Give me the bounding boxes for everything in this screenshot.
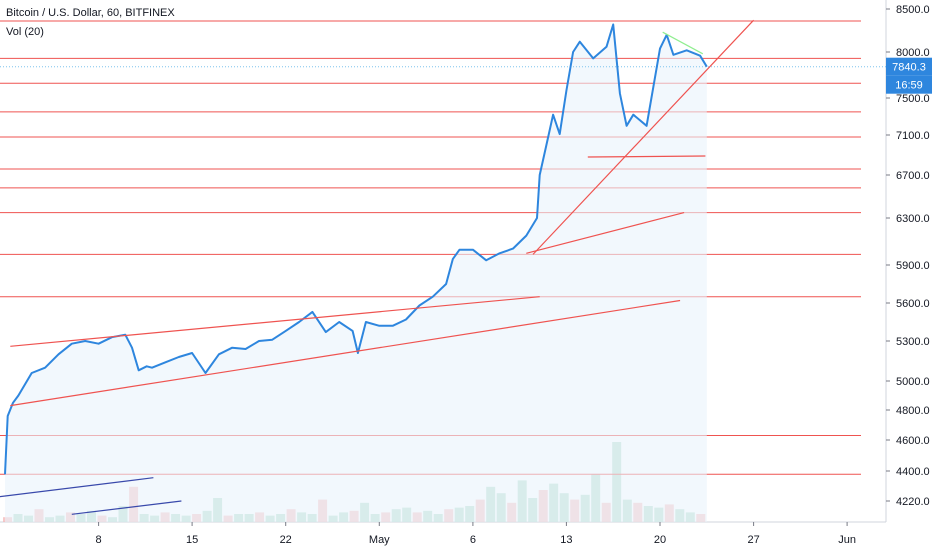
price-tick-label: 4800.0	[896, 405, 930, 417]
volume-indicator-label[interactable]: Vol (20)	[6, 26, 44, 38]
price-tick-label: 4220.0	[896, 496, 930, 508]
price-area-fill	[5, 24, 707, 522]
time-tick-label: 6	[470, 534, 476, 546]
price-tick-label: 4400.0	[896, 466, 930, 478]
time-tick-label: Jun	[838, 534, 856, 546]
countdown-label: 16:59	[895, 80, 923, 92]
trendlines	[0, 19, 755, 515]
trendline	[662, 31, 704, 55]
time-tick-label: 27	[747, 534, 759, 546]
time-tick-label: 15	[186, 534, 198, 546]
price-tick-label: 6300.0	[896, 213, 930, 225]
current-price-badge	[886, 57, 932, 76]
trendline	[71, 500, 182, 515]
price-tick-label: 8000.0	[896, 47, 930, 59]
current-price-label: 7840.3	[892, 62, 926, 74]
time-tick-label: 22	[280, 534, 292, 546]
price-tick-label: 5900.0	[896, 260, 930, 272]
trendline	[526, 212, 685, 254]
chart-legend: Bitcoin / U.S. Dollar, 60, BITFINEX Vol …	[6, 4, 175, 42]
trendline	[532, 19, 755, 255]
time-axis: 8 15 22 May 6 13 20 27 Jun	[96, 522, 856, 546]
trendline	[10, 296, 540, 347]
price-tick-label: 6700.0	[896, 170, 930, 182]
time-tick-label: 13	[560, 534, 572, 546]
price-line	[4, 23, 708, 475]
price-tick-label: 5600.0	[896, 298, 930, 310]
price-tick-label: 7100.0	[896, 130, 930, 142]
trendline	[0, 477, 154, 498]
price-tick-label: 5300.0	[896, 336, 930, 348]
time-tick-label: 20	[654, 534, 666, 546]
countdown-badge	[886, 75, 932, 94]
trendline	[587, 155, 706, 158]
price-tick-label: 8500.0	[896, 4, 930, 16]
price-tick-label: 7500.0	[896, 93, 930, 105]
time-tick-label: 8	[96, 534, 102, 546]
trendline	[10, 299, 681, 407]
price-tick-label: 5000.0	[896, 376, 930, 388]
chart-title[interactable]: Bitcoin / U.S. Dollar, 60, BITFINEX	[6, 7, 175, 19]
price-axis: 4220.0 4400.0 4600.0 4800.0 5000.0 5300.0 5600…	[886, 4, 930, 508]
time-tick-label: May	[369, 534, 390, 546]
price-tick-label: 4600.0	[896, 435, 930, 447]
